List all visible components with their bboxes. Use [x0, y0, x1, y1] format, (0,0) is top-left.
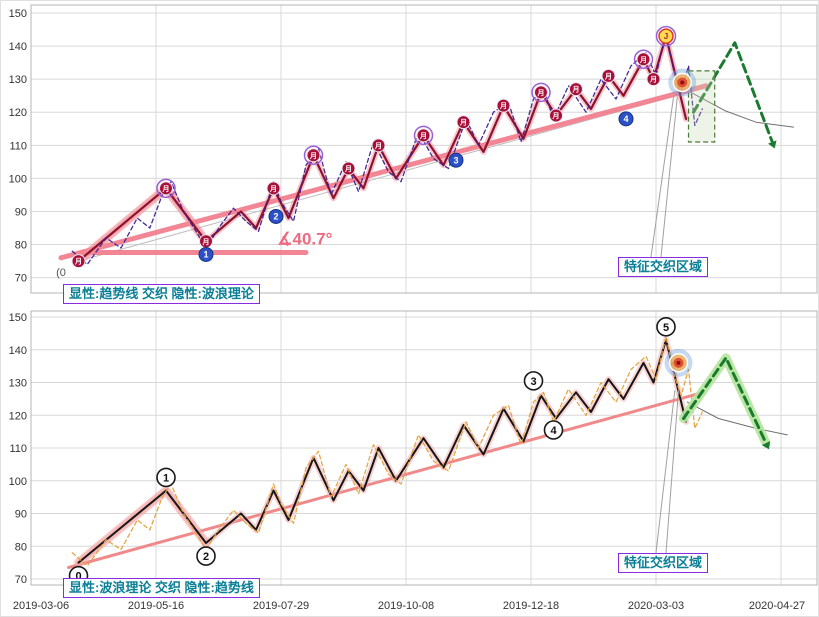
top-chart-legend: 显性:趋势线 交织 隐性:波浪理论 — [63, 284, 260, 304]
svg-text:130: 130 — [9, 378, 27, 390]
svg-text:70: 70 — [15, 574, 27, 586]
svg-text:1: 1 — [203, 250, 208, 260]
svg-text:月: 月 — [374, 142, 382, 150]
svg-text:150: 150 — [9, 312, 27, 324]
svg-text:4: 4 — [623, 114, 628, 124]
svg-text:月: 月 — [162, 185, 170, 193]
bottom-chart-legend: 显性:波浪理论 交织 隐性:趋势线 — [63, 578, 260, 598]
svg-text:140: 140 — [9, 41, 27, 53]
svg-text:80: 80 — [15, 541, 27, 553]
svg-text:120: 120 — [9, 410, 27, 422]
svg-text:月: 月 — [309, 152, 317, 160]
svg-text:2019-05-16: 2019-05-16 — [128, 600, 184, 612]
svg-text:月: 月 — [537, 89, 545, 97]
svg-text:3: 3 — [453, 155, 458, 165]
svg-text:5: 5 — [663, 322, 669, 334]
svg-text:80: 80 — [15, 240, 27, 252]
svg-text:100: 100 — [9, 476, 27, 488]
svg-text:3: 3 — [530, 376, 536, 388]
svg-text:2: 2 — [273, 212, 278, 222]
svg-text:月: 月 — [649, 76, 657, 84]
svg-text:70: 70 — [15, 273, 27, 285]
bottom-feature-region-label: 特征交织区域 — [618, 553, 709, 573]
svg-text:90: 90 — [15, 509, 27, 521]
svg-text:2020-04-27: 2020-04-27 — [749, 600, 805, 612]
svg-text:(0: (0 — [56, 267, 66, 279]
svg-text:月: 月 — [459, 119, 467, 127]
svg-text:130: 130 — [9, 74, 27, 86]
svg-text:月: 月 — [639, 56, 647, 64]
svg-text:月: 月 — [499, 102, 507, 110]
svg-text:4: 4 — [550, 425, 557, 437]
svg-text:150: 150 — [9, 8, 27, 20]
svg-text:110: 110 — [9, 443, 27, 455]
svg-text:2019-07-29: 2019-07-29 — [253, 600, 309, 612]
svg-text:月: 月 — [419, 132, 427, 140]
svg-text:2019-03-06: 2019-03-06 — [13, 600, 69, 612]
svg-text:2019-10-08: 2019-10-08 — [378, 600, 434, 612]
svg-text:月: 月 — [74, 258, 82, 266]
svg-text:0: 0 — [75, 571, 81, 583]
svg-text:月: 月 — [552, 112, 560, 120]
svg-text:1: 1 — [163, 472, 169, 484]
svg-text:月: 月 — [269, 185, 277, 193]
svg-text:月: 月 — [572, 86, 580, 94]
svg-text:月: 月 — [202, 238, 210, 246]
svg-text:2: 2 — [203, 551, 209, 563]
svg-text:月: 月 — [344, 165, 352, 173]
svg-text:2019-12-18: 2019-12-18 — [503, 600, 559, 612]
svg-text:2020-03-03: 2020-03-03 — [628, 600, 684, 612]
svg-text:90: 90 — [15, 206, 27, 218]
svg-text:∡40.7°: ∡40.7° — [277, 230, 332, 249]
svg-text:140: 140 — [9, 345, 27, 357]
top-feature-region-label: 特征交织区域 — [618, 257, 709, 277]
svg-text:月: 月 — [604, 72, 612, 80]
svg-text:110: 110 — [9, 140, 27, 152]
svg-text:120: 120 — [9, 107, 27, 119]
svg-text:J: J — [664, 32, 668, 41]
svg-text:100: 100 — [9, 173, 27, 185]
